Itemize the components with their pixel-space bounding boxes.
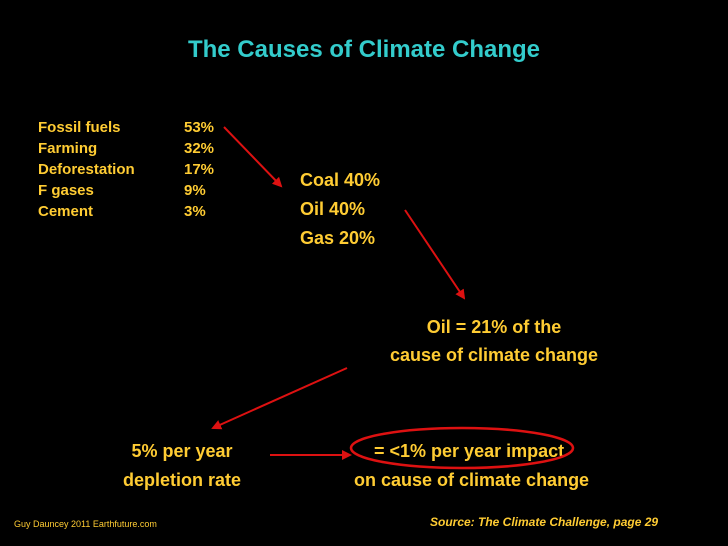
oil-cause-line1: Oil = 21% of the <box>426 317 562 337</box>
cause-name: Cement <box>38 203 94 220</box>
slide-title: The Causes of Climate Change <box>187 36 541 63</box>
impact-highlight-circle <box>349 426 575 470</box>
cause-percent: 32% <box>184 140 215 157</box>
cause-row: F gases 9% <box>38 180 238 201</box>
cause-row: Fossil fuels 53% <box>38 117 238 138</box>
source-citation: Source: The Climate Challenge, page 29 <box>430 515 659 529</box>
impact-statement: = <1% per year impact on cause of climat… <box>354 437 589 495</box>
fossil-fuel-breakdown: Coal 40% Oil 40% Gas 20% <box>300 166 380 253</box>
impact-line1: = <1% per year impact <box>374 441 565 461</box>
fuel-item-coal: Coal 40% <box>300 170 381 190</box>
cause-row: Farming 32% <box>38 138 238 159</box>
causes-table: Fossil fuels 53% Farming 32% Deforestati… <box>38 117 238 222</box>
arrow-share-to-depletion <box>211 367 348 430</box>
cause-percent: 3% <box>184 203 206 220</box>
oil-cause-statement: Oil = 21% of the cause of climate change <box>354 313 634 369</box>
fuel-item-oil: Oil 40% <box>300 199 366 219</box>
cause-name: Deforestation <box>38 161 135 178</box>
cause-name: Fossil fuels <box>38 119 121 136</box>
depletion-line2: depletion rate <box>122 470 242 490</box>
cause-row: Cement 3% <box>38 201 238 222</box>
depletion-line1: 5% per year <box>131 441 233 461</box>
cause-row: Deforestation 17% <box>38 159 238 180</box>
cause-percent: 17% <box>184 161 215 178</box>
depletion-statement: 5% per year depletion rate <box>100 437 264 495</box>
arrow-fossil-to-breakdown <box>223 126 283 188</box>
cause-name: Farming <box>38 140 98 157</box>
cause-percent: 9% <box>184 182 206 199</box>
fuel-item-gas: Gas 20% <box>300 228 376 248</box>
impact-line2: on cause of climate change <box>354 470 590 490</box>
oil-cause-line2: cause of climate change <box>389 345 599 365</box>
arrow-oil-to-share <box>404 209 466 300</box>
cause-name: F gases <box>38 182 94 199</box>
author-credit: Guy Dauncey 2011 Earthfuture.com <box>14 519 157 529</box>
cause-percent: 53% <box>184 119 215 136</box>
